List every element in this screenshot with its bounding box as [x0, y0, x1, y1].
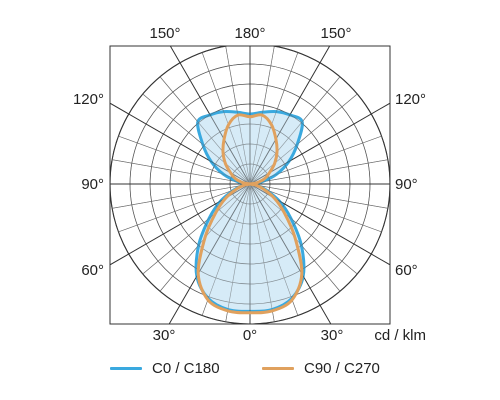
grid-spoke — [201, 52, 251, 185]
legend-item-c0-c180: C0 / C180 — [110, 358, 220, 378]
grid-spoke — [118, 135, 251, 185]
grid-spoke — [249, 183, 358, 275]
grid-spoke — [249, 183, 275, 322]
polar-grid-overlay — [110, 46, 390, 324]
legend-label-c90-c270: C90 / C270 — [304, 359, 380, 377]
legend-item-c90-c270: C90 / C270 — [262, 358, 380, 378]
grid-spoke — [249, 183, 388, 209]
grid-spoke — [249, 76, 341, 185]
legend-swatch-c90-c270 — [262, 366, 294, 370]
plot-frame — [109, 45, 391, 325]
legend-label-c0-c180: C0 / C180 — [152, 359, 220, 377]
grid-spoke — [112, 183, 251, 209]
grid-spoke — [249, 159, 388, 185]
grid-spoke — [225, 183, 251, 322]
angle-label-150-right: 150° — [320, 25, 351, 42]
grid-spoke — [249, 183, 382, 233]
grid-spoke — [159, 76, 251, 185]
grid-spoke — [201, 183, 251, 316]
grid-spoke — [249, 102, 390, 185]
angle-label-180-top: 180° — [234, 25, 265, 42]
grid-spoke — [169, 46, 251, 185]
grid-spoke — [118, 183, 251, 233]
grid-spoke — [142, 93, 251, 185]
angle-label-0-bottom: 0° — [243, 327, 257, 344]
grid-spoke — [112, 159, 251, 185]
angle-label-150-left: 150° — [149, 25, 180, 42]
grid-spoke — [110, 102, 251, 185]
angle-label-90-right: 90° — [395, 176, 418, 193]
grid-spoke — [110, 183, 251, 266]
grid-spoke — [249, 52, 299, 185]
grid-spoke — [249, 135, 382, 185]
grid-spoke — [249, 183, 390, 266]
angle-label-90-left: 90° — [81, 176, 104, 193]
angle-label-60-right: 60° — [395, 262, 418, 279]
grid-spoke — [142, 183, 251, 275]
grid-spoke — [249, 183, 299, 316]
series-curve-c90-c270 — [196, 113, 304, 315]
angle-label-120-right: 120° — [395, 91, 426, 108]
grid-spoke — [249, 93, 358, 185]
legend-swatch-c0-c180 — [110, 366, 142, 370]
angle-label-30-left: 30° — [153, 327, 176, 344]
angle-label-120-left: 120° — [73, 91, 104, 108]
angle-label-30-right: 30° — [321, 327, 344, 344]
angle-label-60-left: 60° — [81, 262, 104, 279]
unit-label: cd / klm — [374, 327, 426, 344]
grid-spoke — [249, 46, 331, 185]
series-layer — [110, 46, 390, 324]
